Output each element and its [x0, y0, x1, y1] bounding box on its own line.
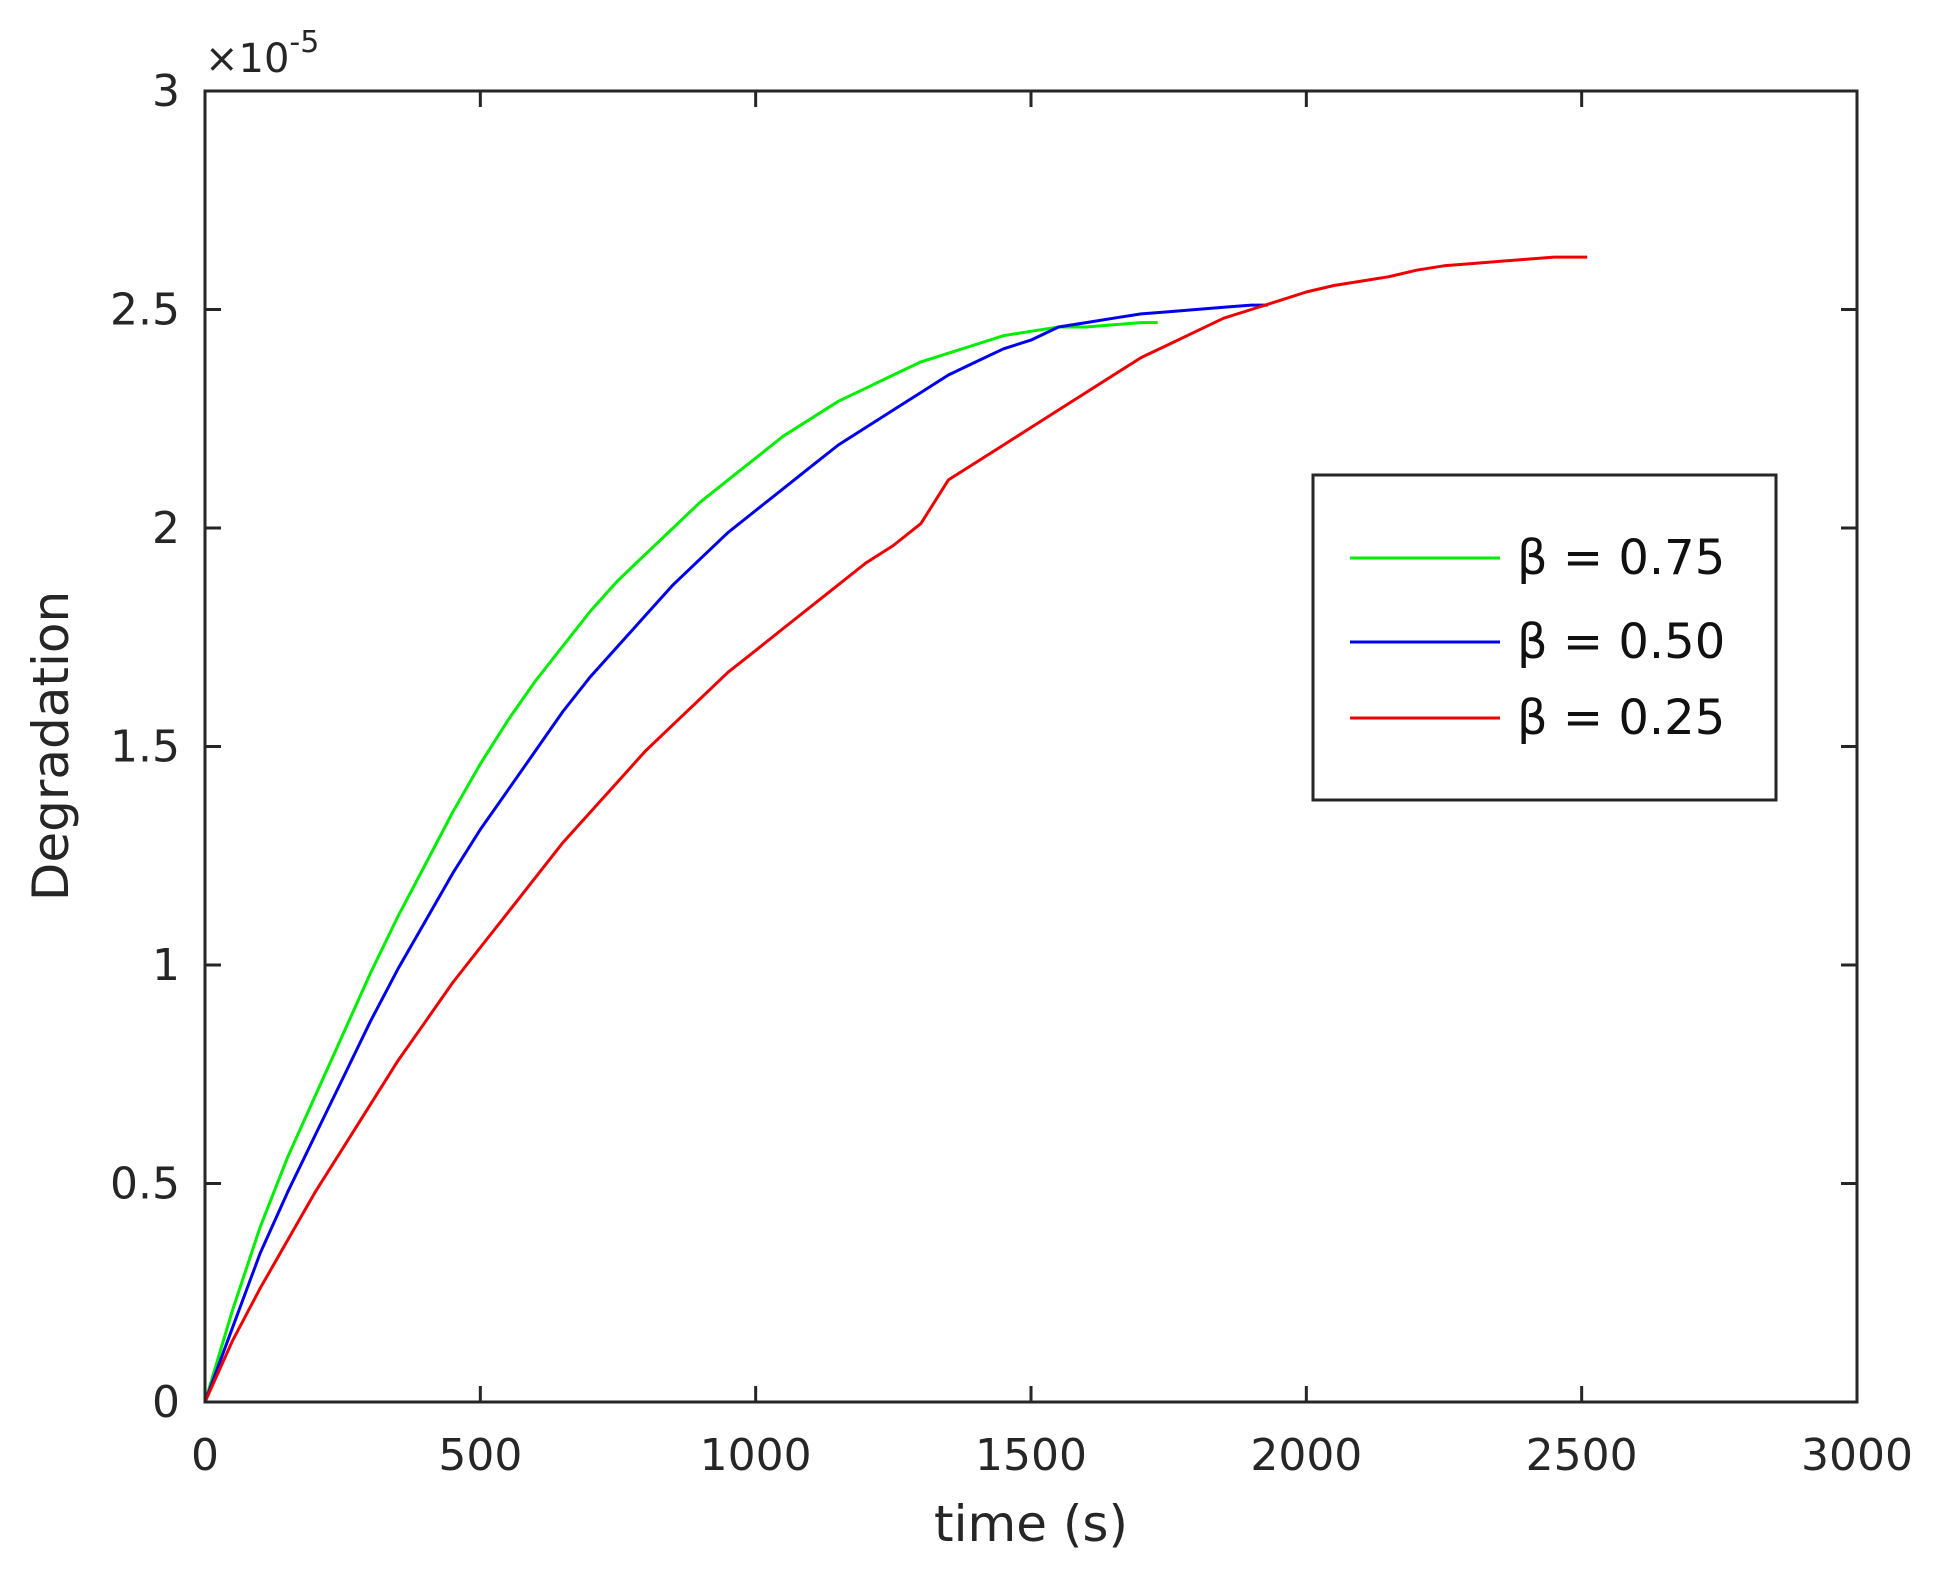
x-axis-label: time (s) — [934, 1495, 1128, 1553]
axis-ticks — [203, 89, 1859, 1404]
x-tick-labels: 0 500 1000 1500 2000 2500 3000 — [191, 1430, 1913, 1481]
x-tick-label: 1000 — [700, 1430, 812, 1481]
series-layer — [203, 255, 1588, 1403]
y-tick-label: 0.5 — [110, 1159, 180, 1210]
legend-box — [1311, 473, 1778, 802]
x-tick-label: 2500 — [1526, 1430, 1638, 1481]
y-tick-label: 1 — [152, 940, 180, 991]
series-line-1 — [203, 303, 1268, 1403]
y-tick-label: 0 — [152, 1377, 180, 1428]
series-line-0 — [203, 321, 1158, 1403]
y-tick-label: 2 — [152, 503, 180, 554]
y-tick-label: 1.5 — [110, 722, 180, 773]
legend-label-1: β = 0.50 — [1517, 614, 1725, 670]
series-line-2 — [203, 255, 1588, 1403]
legend-label-0: β = 0.75 — [1517, 530, 1725, 586]
y-exponent-base: ×10 — [205, 36, 289, 82]
y-tick-labels: 0 0.5 1 1.5 2 2.5 3 — [110, 66, 180, 1428]
x-tick-label: 2000 — [1250, 1430, 1362, 1481]
y-tick-label: 2.5 — [110, 285, 180, 336]
y-exponent-label: ×10-5 — [205, 25, 319, 82]
legend-label-2: β = 0.25 — [1517, 690, 1725, 746]
y-exponent-power: -5 — [289, 25, 319, 60]
x-tick-label: 500 — [438, 1430, 522, 1481]
x-tick-label: 1500 — [975, 1430, 1087, 1481]
y-axis-label: Degradation — [22, 591, 80, 901]
legend: β = 0.75 β = 0.50 β = 0.25 — [1311, 473, 1778, 802]
x-tick-label: 3000 — [1801, 1430, 1913, 1481]
y-tick-label: 3 — [152, 66, 180, 117]
x-tick-label: 0 — [191, 1430, 219, 1481]
